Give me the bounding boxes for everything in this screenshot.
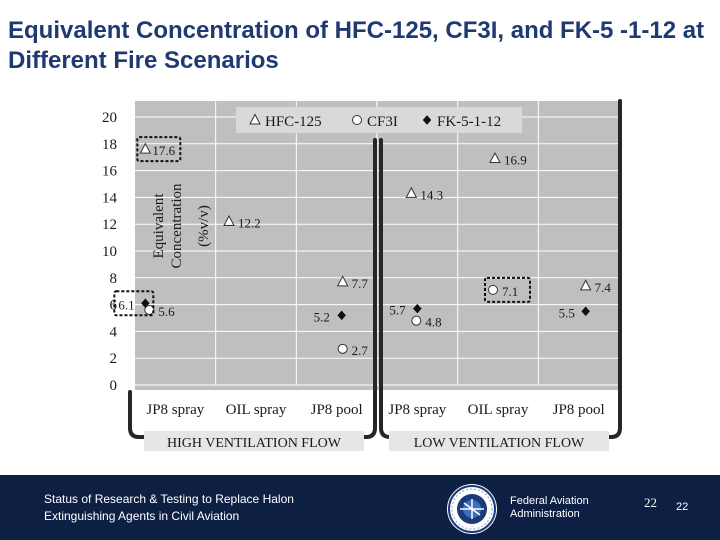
- y-tick-label: 12: [102, 217, 117, 233]
- group-label-bg: [389, 431, 609, 451]
- footer-bar: Status of Research & Testing to Replace …: [0, 475, 720, 540]
- data-points: 17.6 12.2 7.7 14.3 16.9 7.4 5.6 2.7 4.8 7.1 6.1 5.2…: [113, 136, 612, 358]
- page-number: 22: [644, 495, 657, 510]
- legend-label: FK-5-1-12: [437, 114, 501, 130]
- data-point: [337, 343, 348, 354]
- data-point: [581, 306, 591, 317]
- data-label: 5.6: [158, 304, 175, 319]
- data-point: [337, 310, 347, 321]
- legend: HFC-125 CF3I FK-5-1-12: [236, 107, 522, 133]
- data-label: 14.3: [420, 187, 443, 202]
- agency-name: Federal Aviation Administration: [510, 495, 589, 521]
- x-category-label: OIL spray: [468, 402, 529, 418]
- footer-text: Status of Research & Testing to Replace …: [44, 491, 294, 525]
- y-tick-label: 4: [110, 324, 118, 340]
- data-point: [139, 142, 152, 154]
- x-category-label: JP8 spray: [388, 402, 446, 418]
- footer-text-line1: Status of Research & Testing to Replace …: [44, 492, 294, 506]
- data-label: 7.4: [595, 280, 612, 295]
- y-tick-label: 8: [110, 271, 118, 287]
- legend-marker: [249, 113, 261, 125]
- data-label: 5.5: [559, 305, 575, 320]
- data-label: 2.7: [352, 343, 369, 358]
- data-point: [488, 284, 498, 295]
- data-point: [223, 214, 235, 227]
- x-axis-categories: JP8 spray OIL spray JP8 pool JP8 spray OIL s…: [146, 402, 604, 418]
- data-label: 12.2: [238, 216, 261, 231]
- data-label: 6.1: [118, 297, 134, 312]
- slide-title: Equivalent Concentration of HFC-125, CF3…: [8, 17, 705, 74]
- data-label: 7.1: [502, 284, 518, 299]
- highlight-box: [136, 136, 182, 163]
- data-point: [489, 151, 501, 164]
- agency-name-line2: Administration: [510, 508, 580, 520]
- x-category-label: JP8 spray: [146, 402, 204, 418]
- data-point: [140, 298, 150, 309]
- y-axis-label: Equivalent Concentration (%v/v): [151, 183, 212, 268]
- highlight-box: [113, 290, 155, 317]
- data-point: [579, 279, 592, 291]
- footer-text-line2: Extinguishing Agents in Civil Aviation: [44, 509, 240, 523]
- legend-marker: [352, 115, 362, 125]
- x-category-label: JP8 pool: [553, 402, 605, 418]
- data-label: 4.8: [425, 315, 441, 330]
- legend-marker: [422, 115, 432, 125]
- x-category-label: OIL spray: [226, 402, 287, 418]
- group-label: LOW VENTILATION FLOW: [414, 436, 585, 451]
- agency-name-line1: Federal Aviation: [510, 495, 589, 507]
- data-point: [411, 315, 422, 326]
- y-tick-label: 16: [102, 164, 118, 180]
- data-label: 7.7: [352, 276, 369, 291]
- data-label: 5.7: [389, 303, 406, 318]
- faa-seal-icon: [447, 484, 497, 534]
- y-tick-label: 14: [102, 190, 118, 206]
- data-point: [336, 275, 349, 287]
- legend-box: [236, 107, 522, 133]
- y-tick-label: 0: [110, 378, 118, 394]
- y-axis-label-line2: Concentration: [169, 183, 185, 268]
- y-tick-label: 20: [102, 110, 117, 126]
- y-axis-label-line1: Equivalent: [151, 193, 167, 259]
- group-label-bg: [144, 431, 364, 451]
- group-label: HIGH VENTILATION FLOW: [167, 436, 342, 451]
- data-label: 5.2: [314, 309, 330, 324]
- data-point: [405, 186, 418, 198]
- x-category-label: JP8 pool: [311, 402, 363, 418]
- legend-label: HFC-125: [265, 114, 322, 130]
- data-label: 16.9: [504, 153, 527, 168]
- data-label: 17.6: [152, 143, 175, 158]
- data-point: [412, 303, 422, 314]
- y-axis-label-line3: (%v/v): [196, 205, 212, 247]
- y-tick-label: 2: [110, 351, 118, 367]
- y-tick-label: 10: [102, 244, 117, 260]
- highlight-box: [484, 276, 531, 303]
- group-brackets: HIGH VENTILATION FLOW LOW VENTILATION FLO…: [128, 99, 622, 451]
- y-tick-label: 18: [102, 137, 117, 153]
- legend-label: CF3I: [367, 114, 398, 130]
- page-number-secondary: 22: [676, 501, 689, 513]
